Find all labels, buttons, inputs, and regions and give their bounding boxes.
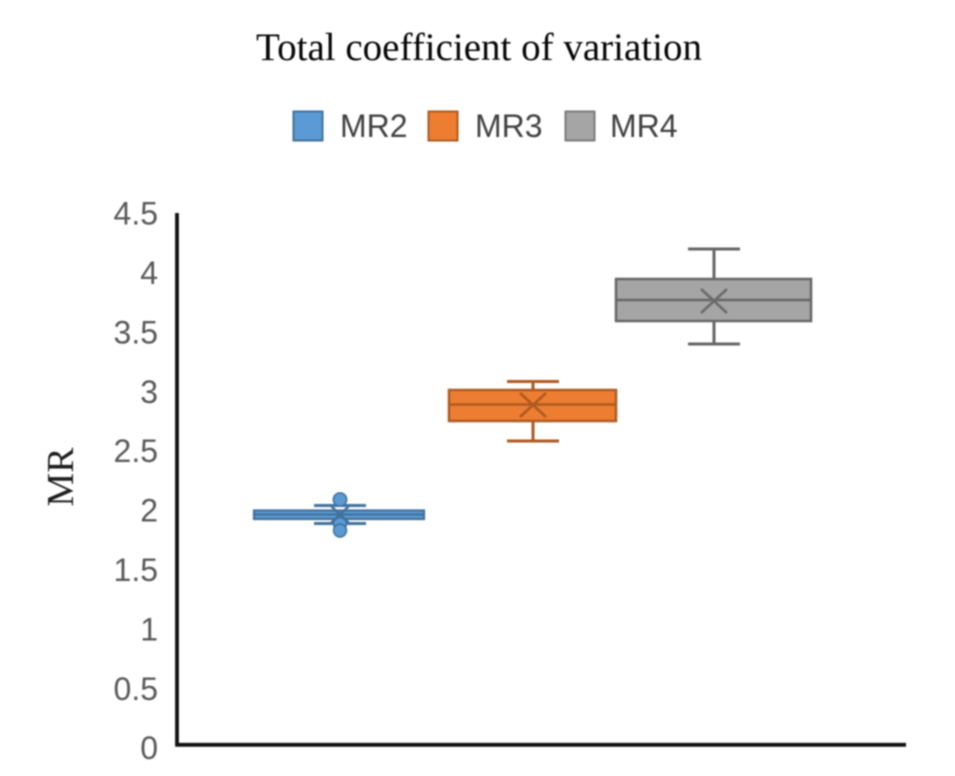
svg-text:1: 1 [140, 611, 158, 647]
svg-text:0.5: 0.5 [114, 671, 158, 707]
svg-text:MR4: MR4 [610, 108, 678, 144]
svg-text:4: 4 [140, 255, 158, 291]
svg-text:3.5: 3.5 [114, 314, 158, 350]
svg-text:2.5: 2.5 [114, 433, 158, 469]
svg-text:4.5: 4.5 [114, 196, 158, 232]
svg-text:2: 2 [140, 493, 158, 529]
svg-text:MR: MR [40, 447, 82, 507]
svg-text:0: 0 [140, 730, 158, 766]
svg-text:1.5: 1.5 [114, 552, 158, 588]
svg-text:3: 3 [140, 374, 158, 410]
svg-text:Total coefficient of variation: Total coefficient of variation [256, 26, 702, 69]
svg-text:MR3: MR3 [475, 108, 543, 144]
svg-text:MR2: MR2 [340, 108, 408, 144]
